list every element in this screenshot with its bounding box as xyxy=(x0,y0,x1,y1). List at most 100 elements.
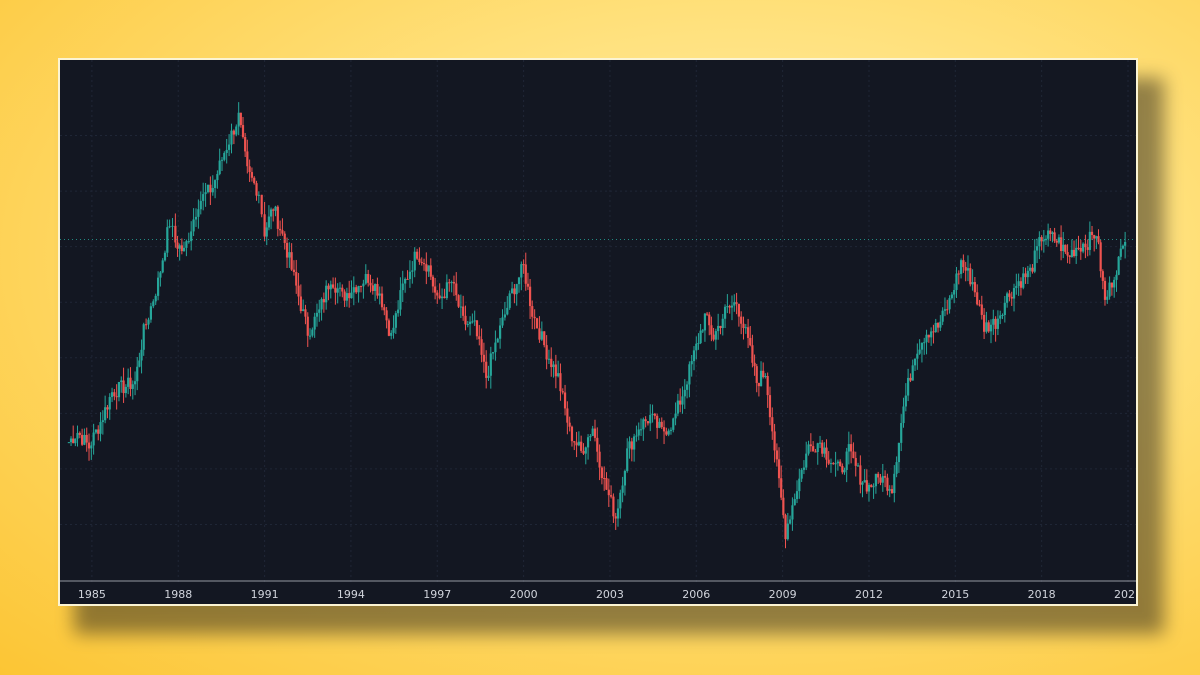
candle-body xyxy=(248,166,251,173)
candle-body xyxy=(895,462,898,474)
candle-body xyxy=(166,227,169,253)
candle-body xyxy=(612,496,615,517)
candle-body xyxy=(881,476,884,483)
candle-body xyxy=(802,467,806,470)
candle-body xyxy=(616,508,620,519)
candle-body xyxy=(174,225,177,243)
candle-body xyxy=(805,453,808,468)
candle-body xyxy=(814,451,817,453)
candle-body xyxy=(1110,282,1113,288)
x-tick-label: 1991 xyxy=(251,588,279,601)
candle-body xyxy=(246,151,249,167)
candle-body xyxy=(1082,243,1085,252)
candle-body xyxy=(757,382,760,387)
candle-body xyxy=(1001,314,1004,316)
candle-body xyxy=(950,294,953,299)
candle-body xyxy=(99,422,102,434)
candle-body xyxy=(387,320,391,336)
candle-body xyxy=(593,428,597,438)
candle-body xyxy=(113,392,116,397)
candle-body xyxy=(959,260,963,274)
candle-body xyxy=(192,219,195,232)
candle-body xyxy=(845,451,848,470)
candle-body xyxy=(528,286,532,307)
candle-body xyxy=(596,437,599,452)
candle-body xyxy=(773,431,776,451)
candle-body xyxy=(108,397,111,410)
candle-body xyxy=(494,342,497,353)
candle-body xyxy=(1099,242,1102,272)
candle-body xyxy=(163,252,167,261)
candle-body xyxy=(957,273,960,275)
candle-body xyxy=(152,301,155,307)
candle-body xyxy=(852,451,855,458)
candle-body xyxy=(1090,231,1094,236)
candle-body xyxy=(749,337,752,346)
candle-body xyxy=(255,183,258,196)
candlestick-chart[interactable]: 1985 1988 1991 1994 1997 2000 2003 2006 2009 2012… xyxy=(60,60,1136,604)
candle-body xyxy=(306,316,309,336)
candle-body xyxy=(1012,288,1016,299)
candle-body xyxy=(355,287,358,293)
candle-body xyxy=(762,370,765,377)
candle-body xyxy=(1031,267,1034,272)
candle-body xyxy=(1053,232,1056,241)
candle-body xyxy=(1077,247,1080,249)
candle-body xyxy=(614,516,617,519)
candle-body xyxy=(499,325,502,339)
candle-body xyxy=(482,354,485,362)
candle-body xyxy=(800,469,803,479)
candle-body xyxy=(85,434,88,443)
candle-body xyxy=(283,233,286,243)
candle-body xyxy=(260,194,263,215)
candle-body xyxy=(90,445,93,449)
candle-body xyxy=(110,392,114,398)
candle-body xyxy=(371,285,374,291)
candle-body xyxy=(411,270,414,272)
candle-body xyxy=(448,282,451,284)
candle-body xyxy=(807,444,810,454)
candle-body xyxy=(279,228,282,231)
candle-body xyxy=(101,420,104,423)
candle-body xyxy=(322,299,325,303)
candle-body xyxy=(633,436,636,450)
candle-body xyxy=(127,377,130,387)
candle-body xyxy=(304,309,307,317)
candle-body xyxy=(1062,244,1065,252)
candle-body xyxy=(1093,235,1096,239)
candle-body xyxy=(888,489,891,491)
candle-body xyxy=(380,293,384,308)
candle-body xyxy=(276,206,279,229)
candle-body xyxy=(475,320,479,337)
candle-body xyxy=(635,435,638,437)
candle-body xyxy=(81,434,84,445)
candle-body xyxy=(535,318,539,329)
x-tick-label: 2000 xyxy=(510,588,538,601)
candle-body xyxy=(311,329,314,336)
candle-body xyxy=(637,429,640,436)
candle-body xyxy=(568,422,571,427)
candle-body xyxy=(798,478,801,492)
candle-body xyxy=(753,362,756,367)
candle-body xyxy=(1047,230,1050,239)
candle-body xyxy=(443,296,446,299)
candle-body xyxy=(994,318,997,329)
candle-body xyxy=(879,477,882,483)
candle-body xyxy=(856,465,860,467)
candle-body xyxy=(721,318,724,329)
candle-body xyxy=(318,309,321,313)
candle-body xyxy=(658,421,661,428)
candle-body xyxy=(683,389,686,397)
candle-body xyxy=(122,380,125,394)
candle-body xyxy=(626,448,629,471)
candle-body xyxy=(94,429,98,433)
x-tick-label: 2003 xyxy=(596,588,624,601)
candle-body xyxy=(237,112,240,127)
candle-body xyxy=(1059,237,1063,252)
candle-body xyxy=(909,377,912,381)
candle-body xyxy=(943,309,947,311)
candle-body xyxy=(976,292,979,305)
candle-body xyxy=(235,126,238,135)
candle-body xyxy=(220,159,224,161)
candle-body xyxy=(660,421,663,428)
